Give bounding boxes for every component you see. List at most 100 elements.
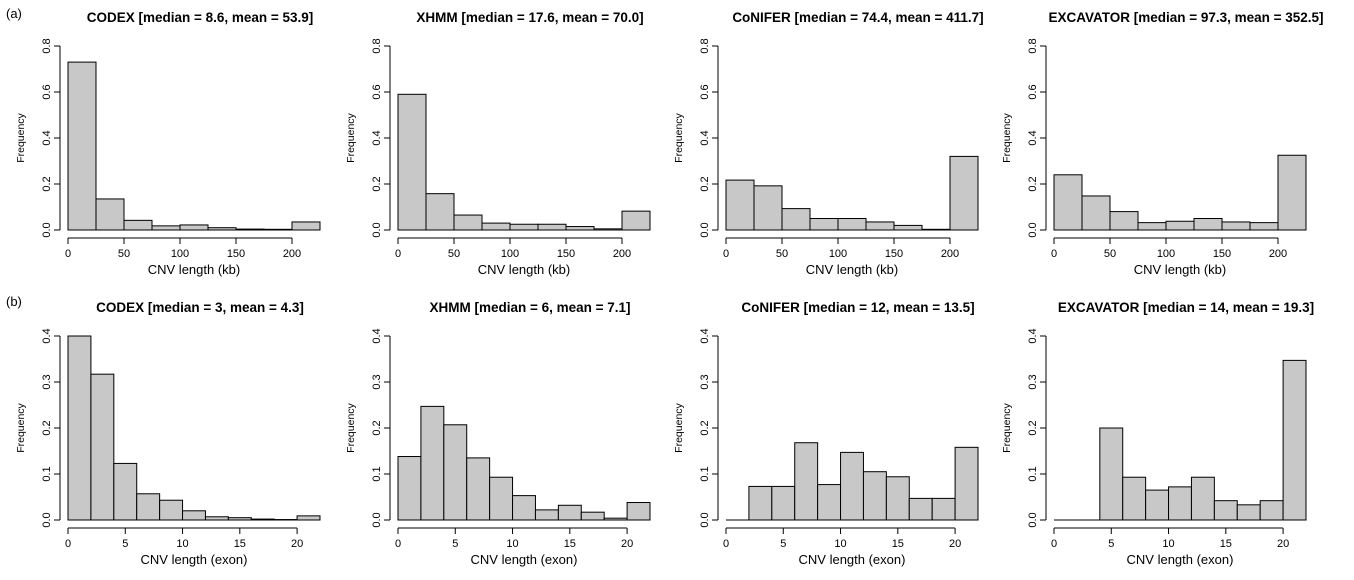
chart-3-bar-4 — [809, 218, 839, 231]
chart-8-bar-9 — [1236, 504, 1261, 521]
chart-4-x-tick-2: 50 — [1104, 248, 1116, 260]
chart-6-bar-7 — [534, 509, 559, 521]
chart-3-x-tick-3: 100 — [829, 248, 847, 260]
chart-6-title: XHMM [median = 6, mean = 7.1] — [429, 300, 630, 315]
chart-8-bar-7 — [1190, 476, 1215, 521]
chart-6-y-tick-2: 0.1 — [371, 466, 383, 481]
chart-8-y-tick-1: 0.0 — [1027, 512, 1039, 527]
chart-2-bar-7 — [565, 226, 595, 231]
chart-3-y-tick-2: 0.2 — [699, 176, 711, 191]
chart-6-x-tick-2: 5 — [452, 538, 458, 550]
chart-5-xlabel: CNV length (exon) — [141, 552, 248, 567]
chart-7-y-tick-2: 0.1 — [699, 466, 711, 481]
chart-4-y-tick-1: 0.0 — [1027, 222, 1039, 237]
chart-8-bar-10 — [1259, 500, 1284, 521]
chart-1-bar-3 — [123, 219, 153, 231]
chart-6-bar-3 — [443, 424, 468, 521]
chart-8-bar-5 — [1145, 489, 1170, 521]
chart-3-x-tick-5: 200 — [941, 248, 959, 260]
chart-4-x-tick-1: 0 — [1051, 248, 1057, 260]
chart-7-ylabel: Frequency — [673, 402, 685, 452]
chart-8-y-tick-4: 0.3 — [1027, 374, 1039, 389]
chart-8-x-tick-3: 10 — [1162, 538, 1174, 550]
chart-1-x-tick-1: 0 — [65, 248, 71, 260]
chart-6-x-tick-4: 15 — [564, 538, 576, 550]
chart-5-y-tick-4: 0.3 — [41, 374, 53, 389]
chart-7-xlabel: CNV length (exon) — [799, 552, 906, 567]
chart-6-bar-5 — [489, 476, 514, 521]
chart-8-title: EXCAVATOR [median = 14, mean = 19.3] — [1058, 300, 1314, 315]
chart-2-bar-5 — [509, 223, 539, 231]
chart-8-x-tick-4: 15 — [1220, 538, 1232, 550]
chart-5-bar-6 — [182, 510, 206, 521]
chart-6-bar-9 — [580, 511, 605, 521]
chart-6-xlabel: CNV length (exon) — [471, 552, 578, 567]
chart-1-bar-5 — [179, 224, 209, 231]
chart-2-xlabel: CNV length (kb) — [478, 262, 570, 277]
chart-2-ylabel: Frequency — [345, 112, 357, 162]
chart-1-bar-2 — [95, 198, 125, 231]
chart-8-y-tick-5: 0.4 — [1027, 328, 1039, 343]
chart-7-x-tick-1: 0 — [723, 538, 729, 550]
chart-2-bar-3 — [453, 214, 483, 231]
chart-5-bar-11 — [296, 515, 321, 521]
chart-1-title: CODEX [median = 8.6, mean = 53.9] — [87, 10, 314, 25]
chart-2-bar-4 — [481, 222, 511, 231]
chart-5-y-tick-3: 0.2 — [41, 420, 53, 435]
chart-6-bar-4 — [466, 457, 491, 521]
chart-5-ylabel: Frequency — [15, 402, 27, 452]
chart-4-x-tick-5: 200 — [1269, 248, 1287, 260]
chart-5-bar-9 — [250, 518, 275, 521]
chart-3-xlabel: CNV length (kb) — [806, 262, 898, 277]
chart-7-bar-3 — [771, 485, 796, 521]
chart-4-ylabel: Frequency — [1001, 112, 1013, 162]
chart-7-bar-7 — [862, 471, 887, 521]
chart-1-y-tick-5: 0.8 — [41, 38, 53, 53]
chart-5-x-tick-1: 0 — [65, 538, 71, 550]
chart-1-xlabel: CNV length (kb) — [148, 262, 240, 277]
chart-7-title: CoNIFER [median = 12, mean = 13.5] — [741, 300, 974, 315]
chart-1-x-tick-5: 200 — [283, 248, 301, 260]
chart-5-bar-5 — [159, 499, 184, 521]
chart-7-bar-6 — [840, 451, 864, 521]
chart-4-bar-8 — [1249, 222, 1279, 231]
chart-7-x-tick-2: 5 — [780, 538, 786, 550]
chart-2-y-tick-2: 0.2 — [371, 176, 383, 191]
chart-7-bar-9 — [908, 497, 933, 521]
chart-1-y-tick-1: 0.0 — [41, 222, 53, 237]
chart-4-bar-1 — [1053, 174, 1083, 231]
chart-1-y-tick-2: 0.2 — [41, 176, 53, 191]
chart-8-xlabel: CNV length (exon) — [1127, 552, 1234, 567]
chart-8-x-tick-5: 20 — [1277, 538, 1289, 550]
chart-8-ylabel: Frequency — [1001, 402, 1013, 452]
chart-3-y-tick-5: 0.8 — [699, 38, 711, 53]
chart-6-bar-1 — [397, 456, 422, 521]
chart-8-bar-3 — [1099, 427, 1124, 521]
chart-5-y-tick-5: 0.4 — [41, 328, 53, 343]
chart-2-bar-1 — [397, 93, 427, 231]
chart-1-bar-9 — [291, 221, 321, 231]
chart-7-bar-8 — [885, 476, 910, 521]
chart-2-bar-9 — [621, 210, 651, 231]
chart-7-x-tick-5: 20 — [949, 538, 961, 550]
chart-2-y-tick-3: 0.4 — [371, 130, 383, 145]
chart-4-y-tick-2: 0.2 — [1027, 176, 1039, 191]
chart-4-bar-7 — [1221, 221, 1251, 231]
chart-5-bar-4 — [136, 493, 161, 521]
chart-6-bar-10 — [603, 517, 628, 521]
chart-3-bar-1 — [725, 179, 755, 231]
chart-2-bar-8 — [593, 228, 623, 231]
chart-1-bar-4 — [151, 225, 181, 231]
chart-6-bar-8 — [557, 504, 582, 521]
chart-6-y-tick-1: 0.0 — [371, 512, 383, 527]
chart-3-bar-7 — [893, 224, 923, 231]
chart-2-y-tick-1: 0.0 — [371, 222, 383, 237]
chart-3-bar-9 — [949, 155, 979, 231]
chart-4-y-tick-4: 0.6 — [1027, 84, 1039, 99]
chart-6-x-tick-5: 20 — [621, 538, 633, 550]
chart-6-x-tick-3: 10 — [506, 538, 518, 550]
chart-8-bar-6 — [1168, 486, 1192, 521]
chart-4-x-tick-3: 100 — [1157, 248, 1175, 260]
chart-3-title: CoNIFER [median = 74.4, mean = 411.7] — [732, 10, 983, 25]
